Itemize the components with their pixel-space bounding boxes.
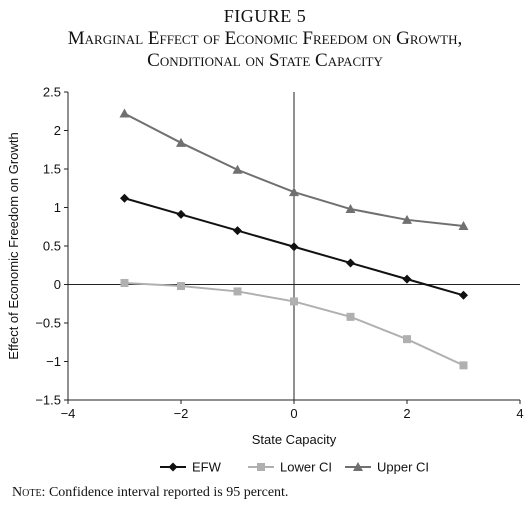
y-tick-label: −0.5 xyxy=(35,316,61,331)
x-tick-label: 4 xyxy=(516,406,523,421)
y-tick-label: 0.5 xyxy=(43,239,61,254)
data-point-efw xyxy=(233,226,242,236)
data-point-lower-ci xyxy=(346,312,355,321)
data-point-efw xyxy=(120,193,129,203)
y-tick-label: 1.5 xyxy=(43,162,61,177)
legend-marker-lower-ci xyxy=(257,463,265,471)
legend-item-upper-ci: Upper CI xyxy=(345,460,429,475)
x-tick-label: −4 xyxy=(61,406,76,421)
data-point-upper-ci xyxy=(458,220,469,230)
data-point-upper-ci xyxy=(232,164,243,174)
legend-marker-upper-ci xyxy=(353,462,363,471)
data-point-lower-ci xyxy=(177,282,185,291)
y-axis-title: Effect of Economic Freedom on Growth xyxy=(6,132,21,359)
data-point-lower-ci xyxy=(233,287,242,296)
data-point-efw xyxy=(176,209,186,219)
legend-marker-efw xyxy=(168,462,178,472)
legend-item-lower-ci: Lower CI xyxy=(248,460,332,475)
y-tick-label: 2.5 xyxy=(43,85,61,100)
series-efw xyxy=(120,193,468,300)
series-upper-ci xyxy=(119,108,469,230)
data-point-efw xyxy=(346,258,355,268)
data-point-efw xyxy=(402,274,412,284)
x-axis-title: State Capacity xyxy=(252,432,337,447)
legend-label-lower-ci: Lower CI xyxy=(280,460,332,475)
data-point-lower-ci xyxy=(290,297,298,306)
data-point-upper-ci xyxy=(119,108,130,118)
data-point-efw xyxy=(459,290,468,300)
note-label: Note: xyxy=(12,485,46,500)
series-layer xyxy=(119,108,469,370)
data-point-lower-ci xyxy=(459,361,468,370)
x-tick-label: 0 xyxy=(290,406,297,421)
figure-number: FIGURE 5 xyxy=(223,6,307,26)
figure-title-line-2: Conditional on State Capacity xyxy=(147,50,383,71)
data-point-efw xyxy=(289,242,299,252)
note-text: Confidence interval reported is 95 perce… xyxy=(45,485,289,500)
x-tick-label: −2 xyxy=(174,406,189,421)
data-point-upper-ci xyxy=(176,137,186,147)
y-tick-label: −1 xyxy=(46,354,61,369)
y-tick-label: −1.5 xyxy=(35,393,61,408)
figure-title-line-1: Marginal Effect of Economic Freedom on G… xyxy=(67,28,463,49)
legend-label-upper-ci: Upper CI xyxy=(377,460,429,475)
y-tick-label: 2 xyxy=(54,123,61,138)
data-point-lower-ci xyxy=(403,335,411,344)
data-point-upper-ci xyxy=(289,187,299,197)
data-point-upper-ci xyxy=(345,204,356,214)
chart: 2.5 2 1.5 1 0.5 0 −0.5 −1 −1.5−4 −2 0 2 4 State Capa… xyxy=(6,85,524,475)
legend-label-efw: EFW xyxy=(192,460,222,475)
data-point-upper-ci xyxy=(402,214,412,224)
axes: 2.5 2 1.5 1 0.5 0 −0.5 −1 −1.5−4 −2 0 2 4 xyxy=(35,85,523,422)
y-tick-label: 0 xyxy=(54,277,61,292)
data-point-lower-ci xyxy=(120,278,129,287)
x-tick-label: 2 xyxy=(403,406,410,421)
series-lower-ci xyxy=(120,278,468,370)
y-tick-label: 1 xyxy=(54,200,61,215)
legend-item-efw: EFW xyxy=(160,460,222,475)
legend: EFW Lower CI Upper CI xyxy=(160,460,429,475)
figure-note: Note: Confidence interval reported is 95… xyxy=(12,485,288,501)
